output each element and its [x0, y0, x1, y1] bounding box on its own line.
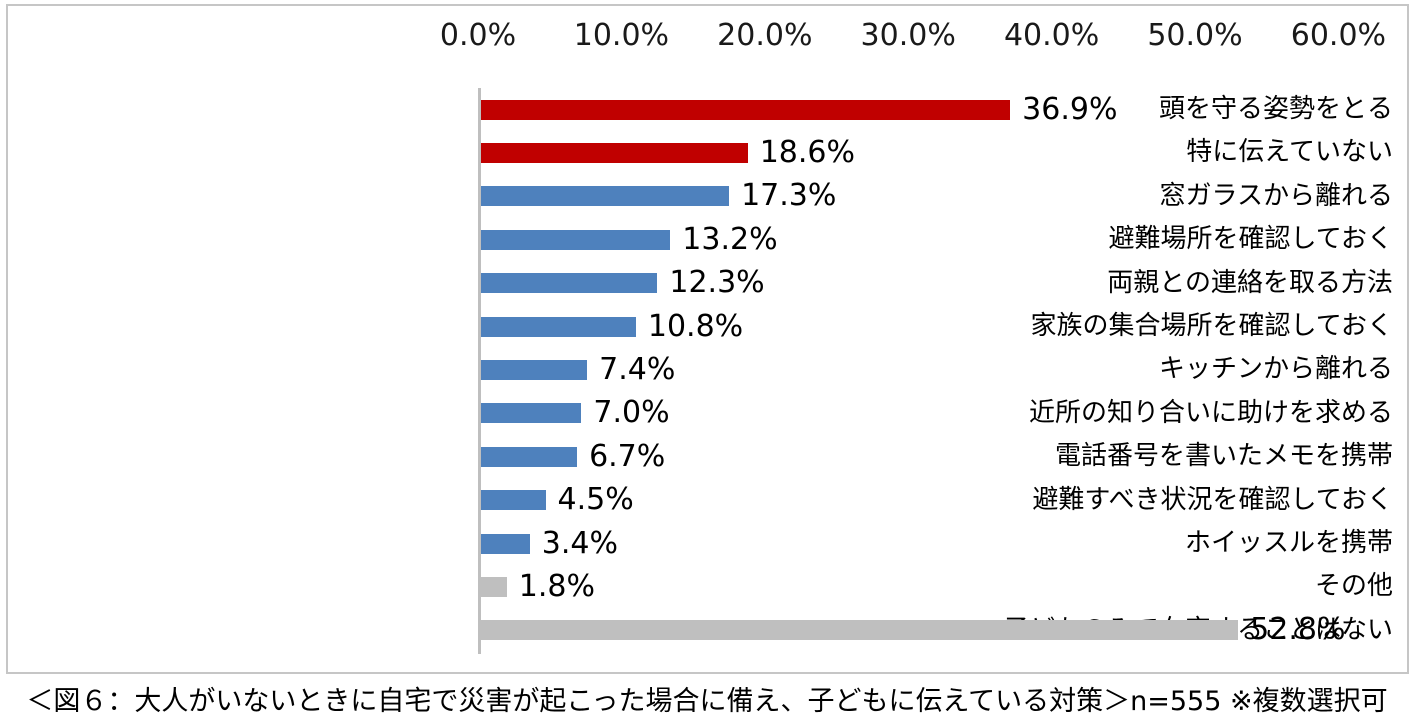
category-label: 避難場所を確認しておく — [1108, 224, 1393, 255]
category-label: 両親との連絡を取る方法 — [1107, 267, 1393, 298]
bar — [481, 490, 546, 511]
bar-value-label: 12.3% — [669, 265, 765, 301]
bar — [481, 99, 1011, 120]
category-label: キッチンから離れる — [1158, 354, 1393, 385]
category-label: 特に伝えていない — [1186, 137, 1393, 168]
bar — [481, 143, 748, 164]
bar-value-label: 52.8% — [1250, 612, 1346, 648]
bar-value-label: 18.6% — [759, 135, 856, 171]
category-label: 近所の知り合いに助けを求める — [1028, 397, 1393, 428]
bar-value-label: 36.9% — [1022, 91, 1118, 127]
bar-row: 子どものみで在宅することはない52.8% — [8, 609, 1407, 652]
x-tick-label: 50.0% — [1147, 18, 1243, 53]
category-label: 家族の集合場所を確認しておく — [1030, 310, 1393, 341]
chart-frame: 0.0% 10.0% 20.0% 30.0% 40.0% 50.0% 60.0% 頭を守る姿… — [6, 4, 1409, 674]
bar-row: 家族の集合場所を確認しておく 10.8% — [8, 305, 1407, 348]
bar — [481, 403, 582, 424]
category-label: 窓ガラスから離れる — [1159, 180, 1393, 211]
category-label: 頭を守る姿勢をとる — [1158, 94, 1393, 124]
bar — [481, 273, 658, 294]
bar — [481, 620, 1239, 641]
bar-row: 窓ガラスから離れる 17.3% — [8, 175, 1407, 218]
bar — [481, 533, 530, 554]
x-tick-label: 20.0% — [717, 18, 813, 53]
x-axis-tick-labels: 0.0% 10.0% 20.0% 30.0% 40.0% 50.0% 60.0% — [8, 6, 1407, 72]
bar-row: 両親との連絡を取る方法 12.3% — [8, 262, 1407, 305]
bar-row: 電話番号を書いたメモを携帯 6.7% — [8, 435, 1407, 478]
bar-value-label: 10.8% — [647, 308, 744, 344]
bar — [481, 316, 636, 337]
value-axis-line — [478, 88, 481, 654]
bar-value-label: 4.5% — [557, 482, 634, 518]
bar-value-label: 13.2% — [682, 221, 778, 257]
bar — [481, 576, 507, 597]
bar-value-label: 7.0% — [593, 395, 670, 431]
x-tick-label: 40.0% — [1003, 18, 1100, 53]
category-label: ホイッスルを携帯 — [1184, 527, 1393, 558]
bar-value-label: 17.3% — [741, 178, 837, 214]
plot-area: 頭を守る姿勢をとる 36.9% 特に伝えていない 18.6% 窓ガラスから離れる 17.3… — [8, 72, 1407, 672]
bar-row: 頭を守る姿勢をとる 36.9% — [8, 88, 1407, 131]
bar-value-label: 1.8% — [518, 568, 596, 604]
bar — [481, 229, 671, 250]
bar-row: 避難すべき状況を確認しておく 4.5% — [8, 479, 1407, 522]
bar — [481, 186, 730, 207]
bar-value-label: 3.4% — [541, 525, 618, 561]
bar-row: その他 1.8% — [8, 565, 1407, 608]
bar-row: 特に伝えていない 18.6% — [8, 131, 1407, 174]
x-tick-label: 0.0% — [439, 18, 517, 53]
figure-caption: ＜図６：大人がいないときに自宅で災害が起こった場合に備え、子どもに伝えている対策… — [26, 686, 1388, 717]
bar-value-label: 7.4% — [599, 352, 676, 388]
bar-rows: 頭を守る姿勢をとる 36.9% 特に伝えていない 18.6% 窓ガラスから離れる 17.3… — [8, 88, 1407, 652]
x-tick-label: 10.0% — [573, 18, 670, 53]
category-label: 電話番号を書いたメモを携帯 — [1054, 441, 1393, 472]
category-label: その他 — [1314, 571, 1393, 602]
bar — [481, 446, 578, 467]
x-tick-label: 30.0% — [860, 18, 956, 53]
bar-value-label: 6.7% — [589, 438, 666, 474]
x-tick-label: 60.0% — [1290, 18, 1387, 53]
bar-row: 避難場所を確認しておく 13.2% — [8, 218, 1407, 261]
bar-row: キッチンから離れる 7.4% — [8, 348, 1407, 391]
bar — [481, 360, 588, 381]
category-label: 避難すべき状況を確認しておく — [1032, 484, 1393, 515]
bar-row: ホイッスルを携帯 3.4% — [8, 522, 1407, 565]
bar-row: 近所の知り合いに助けを求める 7.0% — [8, 392, 1407, 435]
